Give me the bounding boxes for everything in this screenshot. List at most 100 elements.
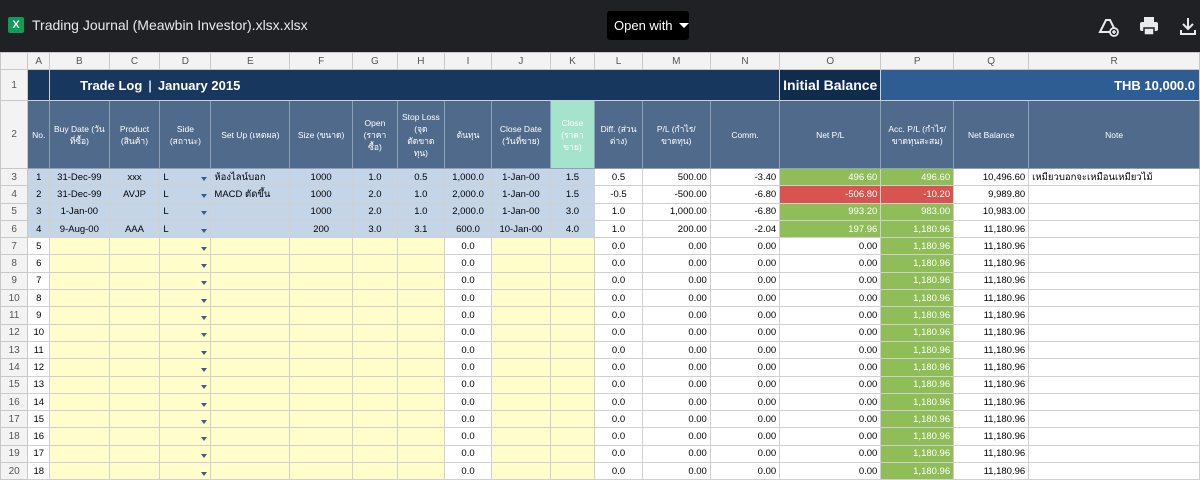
header-close[interactable]: Close (ราคาขาย): [549, 100, 596, 169]
size[interactable]: [289, 427, 354, 446]
setup[interactable]: [210, 375, 291, 394]
initial-balance-label[interactable]: Initial Balance: [779, 69, 882, 101]
side-select[interactable]: [159, 254, 212, 273]
row-number[interactable]: 18: [0, 427, 29, 446]
note[interactable]: [1028, 306, 1200, 325]
row-number[interactable]: 2: [0, 100, 29, 169]
net-balance[interactable]: 11,180.96: [953, 444, 1030, 464]
row-number[interactable]: 7: [0, 237, 29, 256]
row-number[interactable]: 19: [0, 444, 29, 464]
net-balance[interactable]: 11,180.96: [953, 340, 1030, 360]
commission[interactable]: -2.04: [709, 219, 781, 239]
header-buy-date[interactable]: Buy Date (วันที่ซื้อ): [49, 100, 110, 169]
column-header[interactable]: R: [1028, 52, 1200, 70]
column-header[interactable]: J: [491, 52, 551, 70]
side-select[interactable]: [159, 462, 212, 480]
close-date[interactable]: 1-Jan-00: [491, 167, 551, 187]
setup[interactable]: ห้องไลน์บอก: [210, 167, 291, 187]
net-pl[interactable]: 0.00: [779, 340, 882, 360]
net-pl[interactable]: 0.00: [779, 237, 882, 256]
acc-pl[interactable]: 1,180.96: [880, 427, 955, 446]
close-price[interactable]: [549, 444, 596, 464]
commission[interactable]: 0.00: [709, 254, 781, 273]
open-price[interactable]: [352, 444, 398, 464]
net-balance[interactable]: 11,180.96: [953, 306, 1030, 325]
net-pl[interactable]: 0.00: [779, 271, 882, 291]
side-select[interactable]: [159, 375, 212, 394]
setup[interactable]: [210, 237, 291, 256]
dropdown-arrow-icon[interactable]: [201, 471, 208, 476]
net-balance[interactable]: 9,989.80: [953, 185, 1030, 204]
product[interactable]: [108, 306, 161, 325]
dropdown-arrow-icon[interactable]: [201, 367, 208, 372]
dropdown-arrow-icon[interactable]: [201, 228, 208, 233]
open-price[interactable]: [352, 237, 398, 256]
setup[interactable]: [210, 410, 291, 429]
diff[interactable]: 0.0: [594, 306, 643, 325]
product[interactable]: AVJP: [108, 185, 161, 204]
close-date[interactable]: [491, 237, 551, 256]
net-balance[interactable]: 11,180.96: [953, 462, 1030, 480]
stop-loss[interactable]: [396, 254, 445, 273]
header-pl[interactable]: P/L (กำไร/ขาดทุน): [641, 100, 711, 169]
cost[interactable]: 0.0: [443, 410, 493, 429]
row-number[interactable]: 10: [0, 289, 29, 308]
setup[interactable]: [210, 271, 291, 291]
net-pl[interactable]: 0.00: [779, 358, 882, 377]
close-price[interactable]: [549, 410, 596, 429]
header-acc-pl[interactable]: Acc. P/L (กำไร/ขาดทุนสะสม): [880, 100, 955, 169]
open-price[interactable]: [352, 375, 398, 394]
note[interactable]: [1028, 237, 1200, 256]
stop-loss[interactable]: 1.0: [396, 185, 445, 204]
setup[interactable]: [210, 323, 291, 342]
cost[interactable]: 0.0: [443, 427, 493, 446]
net-balance[interactable]: 11,180.96: [953, 237, 1030, 256]
commission[interactable]: 0.00: [709, 410, 781, 429]
acc-pl[interactable]: 1,180.96: [880, 444, 955, 464]
close-price[interactable]: 1.5: [549, 167, 596, 187]
row-number[interactable]: 11: [0, 306, 29, 325]
diff[interactable]: 0.0: [594, 254, 643, 273]
setup[interactable]: [210, 254, 291, 273]
size[interactable]: [289, 271, 354, 291]
product[interactable]: [108, 392, 161, 412]
note[interactable]: [1028, 202, 1200, 221]
note[interactable]: [1028, 340, 1200, 360]
net-pl[interactable]: 0.00: [779, 427, 882, 446]
size[interactable]: [289, 237, 354, 256]
print-icon[interactable]: [1137, 14, 1161, 38]
dropdown-arrow-icon[interactable]: [201, 281, 208, 286]
product[interactable]: [108, 375, 161, 394]
buy-date[interactable]: [49, 444, 110, 464]
close-date[interactable]: [491, 271, 551, 291]
net-balance[interactable]: 11,180.96: [953, 358, 1030, 377]
net-balance[interactable]: 11,180.96: [953, 254, 1030, 273]
close-price[interactable]: [549, 392, 596, 412]
trade-no[interactable]: 14: [27, 392, 51, 412]
close-date[interactable]: 10-Jan-00: [491, 219, 551, 239]
column-header[interactable]: M: [641, 52, 711, 70]
select-all-corner[interactable]: [0, 52, 29, 70]
cost[interactable]: 0.0: [443, 237, 493, 256]
size[interactable]: [289, 392, 354, 412]
row-number[interactable]: 8: [0, 254, 29, 273]
pl[interactable]: 0.00: [641, 237, 711, 256]
trade-no[interactable]: 1: [27, 167, 51, 187]
note[interactable]: [1028, 392, 1200, 412]
net-balance[interactable]: 11,180.96: [953, 375, 1030, 394]
cost[interactable]: 0.0: [443, 375, 493, 394]
open-price[interactable]: [352, 392, 398, 412]
pl[interactable]: 0.00: [641, 427, 711, 446]
net-pl[interactable]: 0.00: [779, 375, 882, 394]
buy-date[interactable]: 1-Jan-00: [49, 202, 110, 221]
trade-no[interactable]: 8: [27, 289, 51, 308]
acc-pl[interactable]: 1,180.96: [880, 237, 955, 256]
net-balance[interactable]: 11,180.96: [953, 410, 1030, 429]
net-pl[interactable]: 0.00: [779, 323, 882, 342]
open-price[interactable]: [352, 410, 398, 429]
acc-pl[interactable]: 1,180.96: [880, 254, 955, 273]
open-price[interactable]: 1.0: [352, 167, 398, 187]
stop-loss[interactable]: 3.1: [396, 219, 445, 239]
trade-no[interactable]: 7: [27, 271, 51, 291]
stop-loss[interactable]: [396, 237, 445, 256]
